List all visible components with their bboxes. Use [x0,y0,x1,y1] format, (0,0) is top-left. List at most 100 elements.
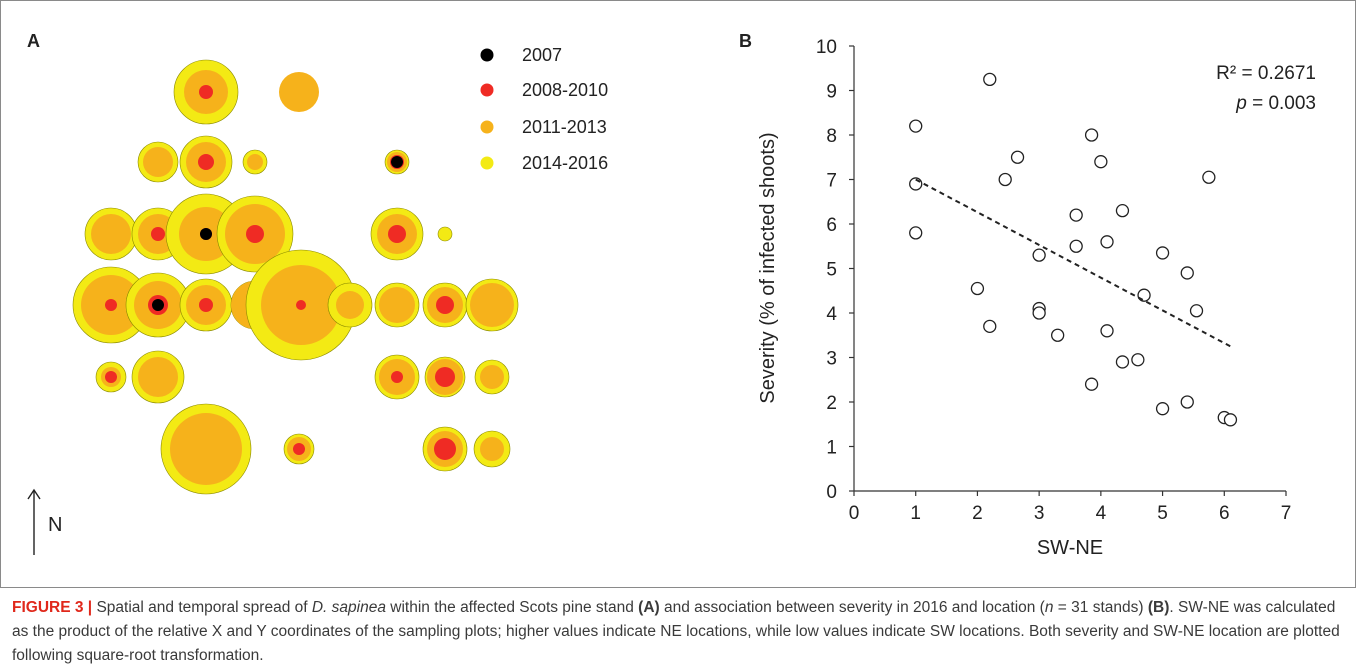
plot-bubble [283,433,315,465]
scatter-points [909,72,1238,427]
legend-label-2008-2010: 2008-2010 [522,80,608,100]
scatter-axes: 0 1 2 3 4 5 6 7 0 1 2 3 4 5 6 7 8 9 10 [816,37,1291,524]
y-tick-label: 7 [826,171,837,192]
data-point [1155,246,1170,260]
north-label: N [48,514,62,536]
ring-2008-2010 [436,296,454,314]
data-point [1180,266,1194,280]
legend-swatch-2008-2010 [480,83,494,97]
data-point [1155,402,1170,416]
y-tick-label: 2 [826,393,837,414]
data-point [1010,150,1025,164]
p-value: = 0.003 [1247,93,1316,114]
ring-2011-2013 [336,291,364,319]
caption-label: FIGURE 3 | [12,599,93,616]
legend-label-2014-2016: 2014-2016 [522,153,608,173]
data-point [1189,304,1204,318]
ring-2011-2013 [279,72,319,112]
plot-bubble [422,426,468,472]
plot-bubble [84,207,138,261]
ring-2007 [152,299,164,311]
data-point [1202,170,1216,184]
p-symbol: p [1235,93,1247,114]
figure-canvas: A 2007 2008-2010 2011-2013 2014-2016 N B… [27,31,1316,559]
x-tick-label: 5 [1157,503,1168,524]
ring-2011-2013 [480,365,504,389]
figure-caption: FIGURE 3 | Spatial and temporal spread o… [12,596,1342,668]
ring-2011-2013 [247,154,263,170]
y-axis-title: Severity (% of infected shoots) [757,132,779,403]
plot-bubble [173,59,239,125]
plot-bubble [216,195,294,273]
y-tick-label: 9 [826,82,837,103]
y-tick-label: 0 [826,482,837,503]
legend-label-2011-2013: 2011-2013 [522,117,607,137]
data-point [983,319,997,334]
ring-2011-2013 [91,214,131,254]
x-tick-label: 0 [849,503,860,524]
panel-a-label: A [27,31,40,51]
r2-annotation: R² = 0.2671 [1216,63,1316,84]
data-point [1115,355,1130,369]
spread-map [72,59,519,495]
data-point [1084,128,1099,142]
north-arrow: N [27,488,62,555]
y-tick-label: 5 [826,260,837,281]
plot-bubble [137,141,179,183]
caption-text-7: = 31 stands) [1053,599,1148,616]
ring-2008-2010 [105,299,117,311]
ring-2011-2013 [379,287,415,323]
plot-bubble [72,266,150,344]
data-point [1223,413,1238,427]
y-tick-label: 3 [826,349,837,370]
panel-a: A 2007 2008-2010 2011-2013 2014-2016 N [27,31,608,555]
y-tick-label: 8 [826,126,837,147]
ring-2008-2010 [391,371,403,383]
panel-b-label: B [739,31,752,51]
ring-2008-2010 [246,225,264,243]
data-point [998,172,1012,187]
ring-2008-2010 [388,225,406,243]
caption-text-9: . SW-NE was calculated as the product of… [12,599,1340,664]
panel-b: B 0 1 2 3 4 5 6 7 0 1 2 3 4 5 6 7 8 9 10 R² = 0.2671 p = 0… [739,31,1316,559]
data-point [1069,208,1083,222]
data-point [1100,235,1114,249]
ring-2008-2010 [293,443,305,455]
p-value-annotation: p = 0.003 [1235,93,1316,114]
x-axis-title: SW-NE [1037,537,1103,559]
x-tick-label: 1 [910,503,921,524]
ring-2011-2013 [480,437,504,461]
caption-text-5: and association between severity in 2016… [659,599,1045,616]
ring-2008-2010 [435,367,455,387]
plot-bubble [179,135,233,189]
data-point [1094,155,1108,169]
plot-bubble [131,350,185,404]
caption-ref-a: (A) [638,599,660,616]
data-point [1084,377,1099,391]
data-point [970,281,985,296]
y-tick-label: 1 [826,438,837,459]
north-arrow-head [27,488,41,500]
plot-bubble [160,403,252,495]
data-point [1100,324,1114,338]
ring-2008-2010 [199,298,213,312]
y-tick-label: 10 [816,37,837,58]
plot-bubble [424,356,466,398]
x-tick-label: 7 [1281,503,1292,524]
x-tick-label: 3 [1034,503,1045,524]
caption-text-1: Spatial and temporal spread of [92,599,312,616]
plot-bubble [422,282,468,328]
caption-n: n [1044,599,1054,616]
data-point [1115,203,1130,218]
plot-bubble [245,249,357,361]
data-point [983,72,997,87]
y-tick-label: 4 [826,304,837,325]
data-point [909,226,923,240]
plot-bubble [327,282,373,328]
plot-bubble [370,207,424,261]
plot-bubble [474,359,510,395]
plot-bubble [242,149,268,175]
legend-swatch-2007 [480,48,494,62]
x-tick-label: 2 [972,503,983,524]
ring-2008-2010 [105,371,117,383]
